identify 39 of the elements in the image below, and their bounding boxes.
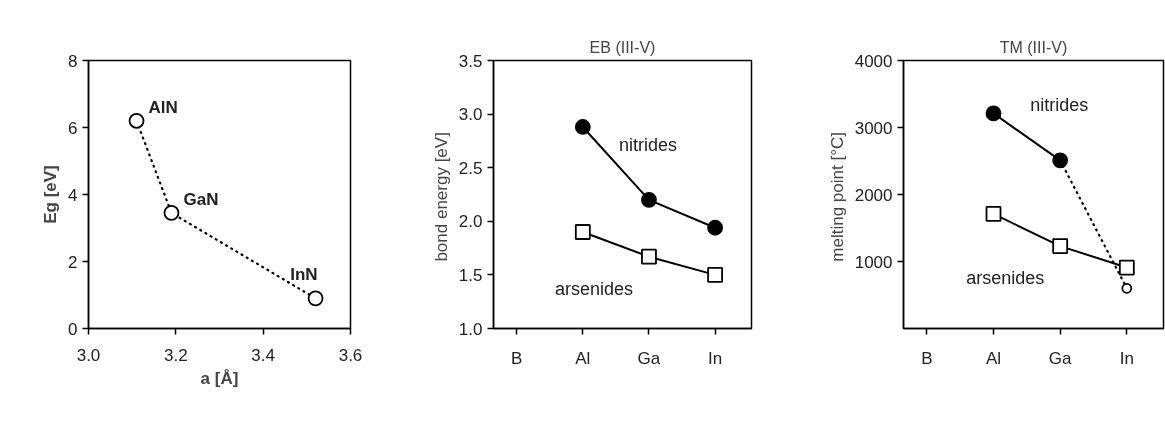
y-tick-label: 6 <box>68 118 78 138</box>
y-tick-label: 1.0 <box>458 319 483 339</box>
x-tick-label: 3.2 <box>164 345 188 365</box>
annotation: GaN <box>183 189 219 209</box>
y-tick-label: 0 <box>68 319 78 339</box>
x-tick-label: Al <box>575 348 591 368</box>
chart-title: EB (III-V) <box>589 38 656 56</box>
y-tick-label: 4000 <box>854 51 893 71</box>
y-tick-label: 2.0 <box>458 212 483 232</box>
x-tick-label: Al <box>985 348 1002 368</box>
x-tick-label: 3.4 <box>251 345 275 365</box>
x-axis-title: a [Å] <box>200 368 239 388</box>
y-tick-label: 8 <box>68 51 78 71</box>
y-tick-label: 2.5 <box>458 158 483 178</box>
y-tick-label: 2000 <box>854 185 893 205</box>
annotation: InN <box>290 265 318 285</box>
x-tick-label: B <box>510 348 523 368</box>
x-tick-label: 3.6 <box>338 345 363 365</box>
series-label: nitrides <box>1030 95 1089 116</box>
y-tick-label: 2 <box>68 252 78 272</box>
series-label: arsenides <box>966 268 1045 289</box>
x-tick-label: In <box>1119 348 1134 368</box>
annotation: AlN <box>148 97 178 117</box>
series-label: arsenides <box>554 278 633 299</box>
y-tick-label: 4 <box>68 185 78 205</box>
chart-title: TM (III-V) <box>999 38 1068 56</box>
y-tick-label: 3.0 <box>458 105 483 125</box>
series-label: nitrides <box>618 134 677 155</box>
y-tick-label: 3.5 <box>458 51 483 71</box>
y-axis-title: Eg [eV] <box>41 165 61 224</box>
y-axis-title: bond energy [eV] <box>431 132 451 262</box>
x-tick-label: Ga <box>1048 348 1073 368</box>
y-tick-label: 1.5 <box>458 265 483 285</box>
x-tick-label: B <box>921 348 933 368</box>
x-tick-label: Ga <box>637 348 661 368</box>
x-tick-label: In <box>708 348 723 368</box>
y-tick-label: 3000 <box>854 118 893 138</box>
y-tick-label: 1000 <box>854 252 893 272</box>
y-axis-title: melting point [°C] <box>827 132 847 262</box>
